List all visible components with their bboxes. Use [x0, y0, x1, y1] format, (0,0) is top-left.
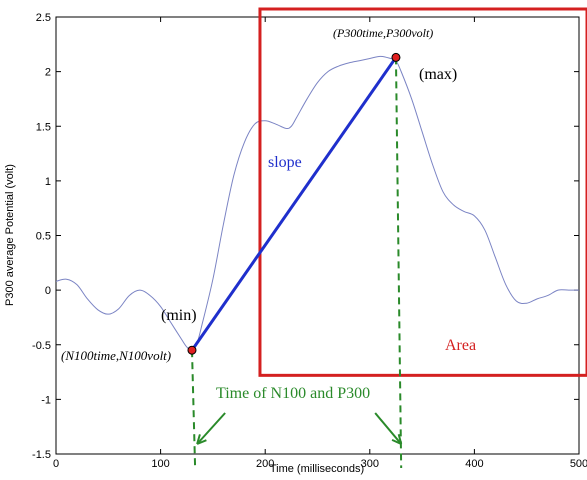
- p300-arrow: [374, 412, 402, 445]
- y-tick-label: -1: [41, 394, 51, 406]
- area-box: [258, 7, 587, 377]
- x-axis-label: Time (milliseconds): [270, 463, 364, 475]
- area-label: Area: [445, 337, 476, 354]
- y-tick-label: 1.5: [36, 121, 51, 133]
- x-tick-label: 300: [361, 458, 379, 470]
- p300-guide-line: [394, 57, 403, 469]
- y-tick-label: 1: [45, 176, 51, 188]
- max-coord-label: (P300time,P300volt): [333, 26, 433, 40]
- y-tick-label: 0: [45, 285, 51, 297]
- x-tick-label: 500: [570, 458, 587, 470]
- slope-line: [190, 56, 398, 352]
- n100-guide-line: [190, 350, 197, 469]
- potential-curve: [55, 55, 579, 351]
- max-point: [391, 52, 401, 62]
- slope-label: slope: [268, 154, 302, 171]
- x-tick-label: 400: [465, 458, 483, 470]
- y-axis-label: P300 average Potential (volt): [4, 164, 16, 306]
- ticks: 0 100 200 300 400 500 -1.5 -1 -0.5 0 0.5 1 1.5 2 2.5: [32, 12, 587, 470]
- max-label: (max): [419, 66, 457, 83]
- min-point: [187, 345, 197, 355]
- n100-arrow-head: [196, 439, 207, 445]
- min-coord-label: (N100time,N100volt): [61, 348, 171, 363]
- y-tick-label: -1.5: [32, 449, 51, 461]
- x-tick-label: 0: [53, 458, 59, 470]
- y-tick-label: 2: [45, 67, 51, 79]
- time-arrows: [196, 412, 403, 445]
- y-tick-label: -0.5: [32, 340, 51, 352]
- p300-arrow-head: [391, 438, 402, 445]
- p300-arrow-head: [397, 434, 403, 445]
- y-tick-label: 0.5: [36, 231, 51, 243]
- x-tick-label: 200: [256, 458, 274, 470]
- time-label: Time of N100 and P300: [216, 385, 370, 402]
- min-label: (min): [161, 307, 197, 324]
- x-tick-label: 100: [151, 458, 169, 470]
- n100-arrow: [196, 412, 226, 445]
- n100-arrow-head: [196, 434, 201, 445]
- y-tick-label: 2.5: [36, 12, 51, 24]
